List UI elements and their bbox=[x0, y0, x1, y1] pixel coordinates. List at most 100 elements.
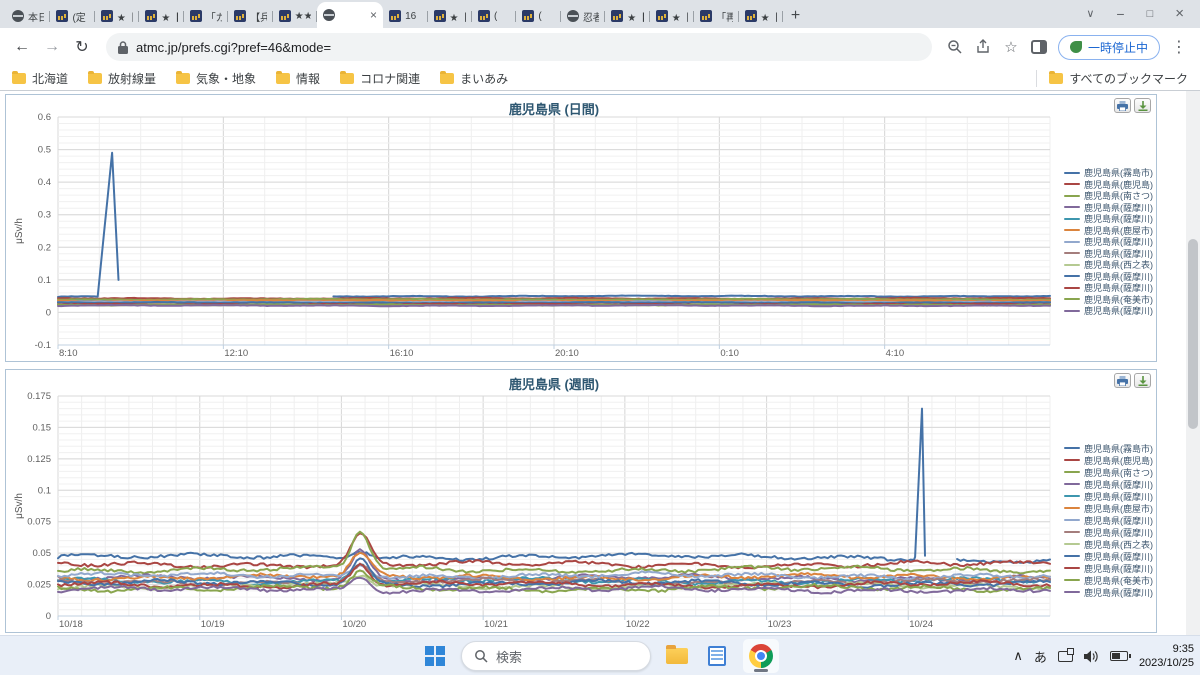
legend-item[interactable]: 鹿児島県(薩摩川) bbox=[1064, 562, 1153, 574]
share-icon[interactable] bbox=[970, 39, 996, 55]
svg-text:0.175: 0.175 bbox=[27, 391, 51, 402]
tab[interactable]: ★【 bbox=[739, 4, 784, 28]
legend-dash-icon bbox=[1064, 194, 1080, 197]
legend-item[interactable]: 鹿児島県(薩摩川) bbox=[1064, 202, 1153, 214]
svg-text:16:10: 16:10 bbox=[390, 348, 414, 359]
menu-dots-icon[interactable]: ⋮ bbox=[1171, 39, 1187, 56]
chrome-button[interactable] bbox=[743, 639, 779, 673]
zoom-icon[interactable] bbox=[942, 39, 968, 55]
legend-item[interactable]: 鹿児島県(薩摩川) bbox=[1064, 490, 1153, 502]
page-scrollbar[interactable] bbox=[1186, 91, 1200, 636]
close-window-button[interactable]: × bbox=[1175, 5, 1184, 22]
notepad-button[interactable] bbox=[703, 641, 731, 671]
bookmark-folder[interactable]: 放射線量 bbox=[88, 70, 156, 87]
chart-favicon-icon bbox=[234, 10, 247, 22]
legend-item[interactable]: 鹿児島県(薩摩川) bbox=[1064, 305, 1153, 317]
tab[interactable]: ★【 bbox=[139, 4, 185, 28]
network-icon[interactable] bbox=[1057, 647, 1074, 662]
legend-item[interactable]: 鹿児島県(鹿屋市) bbox=[1064, 502, 1153, 514]
address-bar[interactable]: atmc.jp/prefs.cgi?pref=46&mode= bbox=[106, 33, 932, 61]
tab-title: 本日 bbox=[28, 12, 45, 24]
bookmark-label: 北海道 bbox=[32, 71, 69, 86]
tab[interactable]: ( bbox=[472, 4, 517, 28]
legend-dash-icon bbox=[1064, 298, 1080, 301]
legend-dash-icon bbox=[1064, 286, 1080, 289]
tab[interactable]: 本日 bbox=[6, 4, 51, 28]
reload-button[interactable]: ↻ bbox=[75, 39, 89, 56]
legend-item[interactable]: 鹿児島県(薩摩川) bbox=[1064, 236, 1153, 248]
legend-item[interactable]: 鹿児島県(奄美市) bbox=[1064, 574, 1153, 586]
tab[interactable]: ★★ bbox=[273, 4, 318, 28]
new-tab-button[interactable]: + bbox=[790, 7, 801, 24]
tab[interactable]: 「再 bbox=[694, 4, 740, 28]
legend-item[interactable]: 鹿児島県(西之表) bbox=[1064, 259, 1153, 271]
bookmark-star-icon[interactable]: ☆ bbox=[1004, 39, 1018, 56]
tab[interactable]: (定 bbox=[50, 4, 96, 28]
bookmark-folder[interactable]: 気象・地象 bbox=[176, 70, 256, 87]
bookmark-folder[interactable]: まいあみ bbox=[440, 70, 508, 87]
svg-text:10/21: 10/21 bbox=[484, 619, 508, 630]
legend-item[interactable]: 鹿児島県(薩摩川) bbox=[1064, 550, 1153, 562]
tab[interactable]: 忍者 bbox=[561, 4, 606, 28]
legend-item[interactable]: 鹿児島県(西之表) bbox=[1064, 538, 1153, 550]
tab[interactable]: 【兵 bbox=[228, 4, 274, 28]
tray-chevron-icon[interactable]: ∧ bbox=[1013, 648, 1023, 663]
print-chart-button[interactable] bbox=[1114, 373, 1131, 388]
close-tab-icon[interactable]: × bbox=[370, 8, 378, 22]
back-button[interactable]: ← bbox=[14, 38, 30, 55]
extension-badge[interactable]: 一時停止中 bbox=[1057, 34, 1160, 60]
download-chart-button[interactable] bbox=[1134, 373, 1151, 388]
scrollbar-thumb[interactable] bbox=[1188, 239, 1198, 429]
legend-item[interactable]: 鹿児島県(薩摩川) bbox=[1064, 248, 1153, 260]
legend-item[interactable]: 鹿児島県(薩摩川) bbox=[1064, 478, 1153, 490]
tab-active[interactable]: × bbox=[317, 2, 384, 28]
tab[interactable]: ( bbox=[516, 4, 562, 28]
tab[interactable]: ★【 bbox=[428, 4, 473, 28]
legend-item[interactable]: 鹿児島県(奄美市) bbox=[1064, 294, 1153, 306]
print-chart-button[interactable] bbox=[1114, 98, 1131, 113]
tabs-container: 本日 (定 ★【 ★【 「ガ 【兵 ★★ × 16 ★【 ((忍者 ★【 ★【 「再 ★【 bbox=[6, 0, 784, 28]
ime-indicator[interactable]: あ bbox=[1033, 649, 1047, 665]
tab[interactable]: 16 bbox=[383, 4, 428, 28]
legend-item[interactable]: 鹿児島県(薩摩川) bbox=[1064, 526, 1153, 538]
start-button[interactable] bbox=[421, 641, 449, 671]
search-placeholder: 検索 bbox=[496, 649, 523, 665]
tab-search-chevron-icon[interactable]: ∨ bbox=[1086, 8, 1095, 20]
taskbar-search-box[interactable]: 検索 bbox=[461, 641, 651, 671]
legend-item[interactable]: 鹿児島県(南さつ) bbox=[1064, 190, 1153, 202]
tab[interactable]: 「ガ bbox=[184, 4, 229, 28]
tab[interactable]: ★【 bbox=[650, 4, 695, 28]
tab[interactable]: ★【 bbox=[605, 4, 651, 28]
download-chart-button[interactable] bbox=[1134, 98, 1151, 113]
taskbar-clock[interactable]: 9:35 2023/10/25 bbox=[1139, 642, 1194, 671]
legend-item[interactable]: 鹿児島県(薩摩川) bbox=[1064, 213, 1153, 225]
legend-item[interactable]: 鹿児島県(霧島市) bbox=[1064, 167, 1153, 179]
bookmark-label: 放射線量 bbox=[108, 71, 157, 86]
folder-icon bbox=[440, 70, 455, 84]
maximize-button[interactable]: □ bbox=[1146, 8, 1154, 20]
svg-text:10/20: 10/20 bbox=[342, 619, 366, 630]
tab[interactable]: ★【 bbox=[95, 4, 140, 28]
all-bookmarks[interactable]: すべてのブックマーク bbox=[1036, 69, 1188, 87]
side-panel-icon[interactable] bbox=[1026, 40, 1052, 54]
legend-item[interactable]: 鹿児島県(薩摩川) bbox=[1064, 586, 1153, 598]
legend-item[interactable]: 鹿児島県(鹿児島) bbox=[1064, 454, 1153, 466]
bookmark-folder[interactable]: 北海道 bbox=[12, 70, 68, 87]
extension-label: 一時停止中 bbox=[1087, 40, 1148, 55]
legend-item[interactable]: 鹿児島県(薩摩川) bbox=[1064, 514, 1153, 526]
legend-item[interactable]: 鹿児島県(薩摩川) bbox=[1064, 282, 1153, 294]
bookmark-folder[interactable]: コロナ関連 bbox=[340, 70, 420, 87]
legend-series-label: 鹿児島県(薩摩川) bbox=[1084, 202, 1153, 213]
file-explorer-button[interactable] bbox=[663, 641, 691, 671]
battery-icon[interactable] bbox=[1109, 651, 1131, 661]
legend-item[interactable]: 鹿児島県(南さつ) bbox=[1064, 466, 1153, 478]
legend-item[interactable]: 鹿児島県(霧島市) bbox=[1064, 442, 1153, 454]
volume-icon[interactable] bbox=[1083, 650, 1099, 663]
bookmark-folder[interactable]: 情報 bbox=[276, 70, 320, 87]
legend-item[interactable]: 鹿児島県(鹿児島) bbox=[1064, 179, 1153, 191]
minimize-button[interactable]: − bbox=[1116, 6, 1125, 22]
legend-item[interactable]: 鹿児島県(薩摩川) bbox=[1064, 271, 1153, 283]
forward-button[interactable]: → bbox=[44, 38, 60, 55]
legend-item[interactable]: 鹿児島県(鹿屋市) bbox=[1064, 225, 1153, 237]
